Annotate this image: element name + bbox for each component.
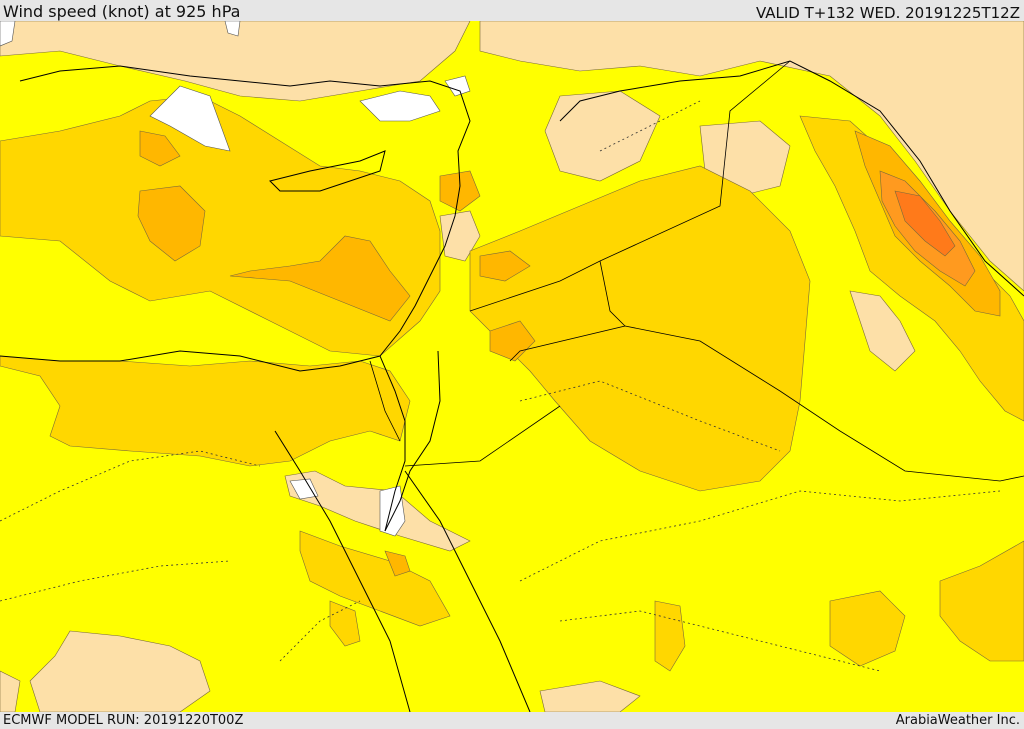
wind-speed-map	[0, 20, 1024, 713]
country-borders	[369, 60, 1024, 482]
model-run-label: ECMWF MODEL RUN: 20191220T00Z	[3, 713, 244, 728]
no-data-areas	[0, 20, 471, 537]
coastlines	[0, 60, 1024, 713]
credit-label: ArabiaWeather Inc.	[895, 713, 1020, 728]
valid-time-label: VALID T+132 WED. 20191225T12Z	[755, 4, 1020, 22]
peak-wind-regions	[879, 170, 976, 287]
footer-bar: ECMWF MODEL RUN: 20191220T00Z ArabiaWeat…	[0, 712, 1024, 729]
low-wind-regions	[0, 20, 1024, 713]
province-boundaries	[0, 100, 1001, 672]
map-title: Wind speed (knot) at 925 hPa	[3, 2, 241, 21]
map-canvas	[0, 20, 1024, 713]
header-bar: Wind speed (knot) at 925 hPa VALID T+132…	[0, 0, 1024, 22]
